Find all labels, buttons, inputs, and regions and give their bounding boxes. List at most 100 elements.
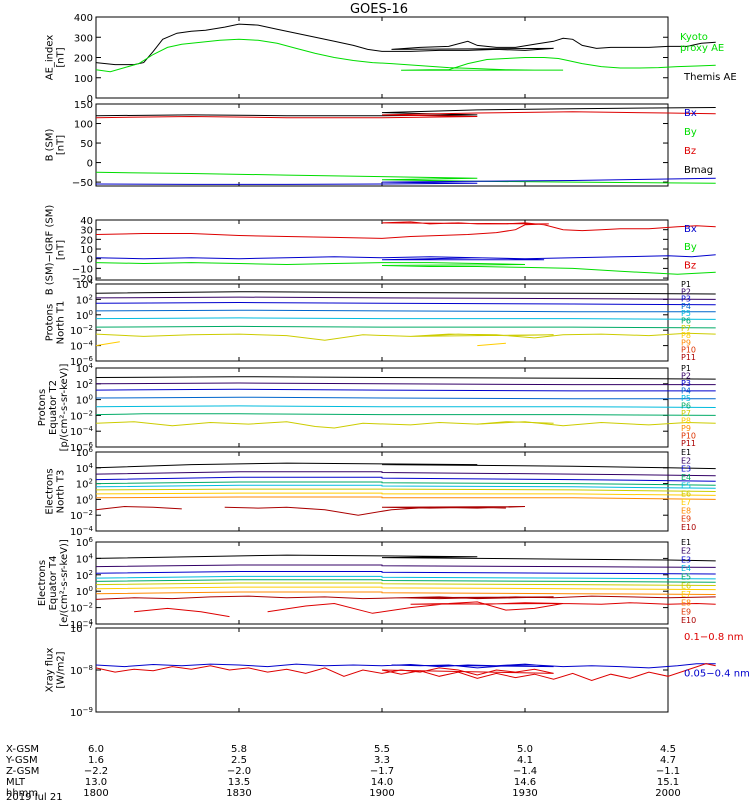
x-tick-label: 13.5 [228, 777, 250, 788]
y-axis-label-electrons_t4: Equator T4 [48, 556, 59, 611]
x-tick-label: 4.7 [660, 755, 676, 766]
y-axis-label-electrons_t3: Electrons [45, 468, 56, 514]
series-line-protons_t1-8 [477, 342, 506, 347]
legend-entry-ae: Themis AE [683, 72, 737, 83]
legend-entry-electrons_t4: E7 [681, 590, 691, 599]
y-tick-label-protons_t1: 10−4 [70, 340, 94, 353]
legend-entry-electrons_t4: E1 [681, 538, 691, 547]
y-tick-label-b_igrf: 10 [80, 245, 93, 256]
series-line-b_igrf-0 [95, 221, 716, 239]
series-line-protons_t2-5 [95, 413, 716, 416]
legend-entry-b_sm: By [684, 127, 697, 138]
legend-entry-b_igrf: Bz [684, 260, 696, 271]
series-line-electrons_t4-5 [95, 582, 716, 586]
legend-entry-xray: 0.1−0.8 nm [684, 632, 743, 643]
y-tick-label-b_igrf: 30 [80, 226, 93, 237]
y-tick-label-b_sm: 50 [80, 139, 93, 150]
legend-entry-protons_t2: P6 [681, 402, 691, 411]
series-line-protons_t1-4 [95, 317, 716, 320]
legend-entry-electrons_t3: E10 [681, 523, 696, 532]
y-tick-label-electrons_t3: 10−4 [70, 525, 94, 538]
y-tick-label-ae: 0 [87, 94, 93, 105]
series-line-electrons_t3-3 [95, 481, 716, 486]
legend-entry-protons_t1: P6 [681, 317, 691, 326]
panel-frame-ae [95, 16, 669, 99]
series-line-ae-1 [95, 38, 716, 73]
y-tick-label-b_sm: 150 [74, 100, 93, 111]
panel-frame-protons_t1 [95, 283, 669, 362]
legend-entry-protons_t2: P8 [681, 417, 691, 426]
series-line-xray-0 [95, 663, 716, 669]
y-tick-label-protons_t2: 10−2 [70, 409, 93, 422]
y-tick-label-electrons_t4: 104 [76, 552, 94, 565]
y-axis-label-electrons_t3: North T3 [56, 470, 67, 514]
chart-title: GOES-16 [350, 2, 408, 17]
series-line-protons_t2-0 [95, 376, 716, 380]
x-tick-label: −1.7 [370, 766, 394, 777]
legend-entry-b_sm: Bz [684, 146, 696, 157]
y-axis-label-b_igrf: B (SM)−IGRF (SM) [45, 205, 56, 296]
legend-entry-protons_t1: P9 [681, 338, 691, 347]
y-tick-label-ae: 300 [74, 33, 93, 44]
legend-entry-electrons_t3: E3 [681, 465, 691, 474]
y-tick-label-protons_t2: 10−4 [70, 425, 94, 438]
y-tick-label-xray: 10−9 [70, 706, 93, 719]
x-tick-label: 13.0 [85, 777, 107, 788]
series-line-electrons_t4-7 [95, 591, 716, 595]
legend-entry-ae: Kyoto [680, 32, 708, 43]
legend-entry-protons_t2: P1 [681, 364, 691, 373]
legend-entry-protons_t2: P4 [681, 387, 691, 396]
panel-frame-protons_t2 [95, 367, 669, 448]
x-tick-label: 14.0 [371, 777, 393, 788]
series-line-electrons_t3-8 [95, 505, 182, 511]
series-line-protons_t2-6 [95, 421, 554, 429]
series-line-electrons_t4-9 [134, 607, 230, 618]
legend-entry-protons_t1: P8 [681, 331, 691, 340]
legend-entry-protons_t2: P5 [681, 394, 691, 403]
x-tick-label: 14.6 [514, 777, 536, 788]
legend-entry-protons_t1: P1 [681, 280, 691, 289]
x-tick-label: −2.0 [227, 766, 251, 777]
series-line-b_igrf-2 [95, 262, 716, 275]
series-line-b_sm-2 [95, 171, 716, 184]
series-line-electrons_t4-4 [95, 579, 716, 583]
x-tick-label: 4.1 [517, 755, 533, 766]
legend-entry-protons_t1: P10 [681, 346, 696, 355]
legend-entry-protons_t1: P4 [681, 302, 691, 311]
y-tick-label-b_sm: 0 [87, 159, 93, 170]
legend-entry-protons_t2: P10 [681, 432, 696, 441]
y-tick-label-protons_t1: 100 [76, 309, 93, 322]
legend-entry-electrons_t3: E5 [681, 481, 691, 490]
legend-entry-protons_t1: P2 [681, 287, 691, 296]
legend-entry-protons_t1: P5 [681, 309, 691, 318]
series-line-electrons_t4-2 [95, 571, 716, 575]
legend-entry-electrons_t4: E10 [681, 616, 696, 625]
x-axis-row-label: X-GSM [6, 744, 39, 755]
legend-entry-b_igrf: By [684, 242, 697, 253]
y-axis-label-ae: [nT] [56, 47, 67, 67]
series-line-protons_t2-3 [95, 396, 716, 400]
y-tick-label-electrons_t4: 106 [76, 536, 94, 549]
y-tick-label-protons_t1: 104 [76, 278, 94, 291]
series-line-electrons_t3-2 [95, 476, 716, 482]
series-line-protons_t1-2 [95, 301, 716, 306]
legend-entry-electrons_t3: E9 [681, 515, 691, 524]
legend-entry-electrons_t4: E5 [681, 573, 691, 582]
x-tick-label: −1.4 [513, 766, 537, 777]
series-line-protons_t2-4 [95, 405, 716, 408]
x-axis-row-label: Z-GSM [6, 766, 39, 777]
legend-entry-electrons_t4: E8 [681, 599, 691, 608]
x-tick-label: 15.1 [657, 777, 679, 788]
x-tick-label: 2.5 [231, 755, 247, 766]
y-tick-label-electrons_t4: 10−2 [70, 602, 93, 615]
y-tick-label-electrons_t4: 100 [76, 585, 93, 598]
legend-entry-protons_t1: P11 [681, 353, 696, 362]
y-tick-label-ae: 100 [74, 74, 93, 85]
legend-entry-b_sm: Bx [684, 108, 697, 119]
x-tick-label: 1800 [83, 788, 108, 799]
x-tick-label: 5.0 [517, 744, 533, 755]
y-axis-label-protons_t2: Protons [37, 389, 48, 426]
y-tick-label-ae: 200 [74, 54, 93, 65]
legend-entry-electrons_t3: E2 [681, 456, 691, 465]
legend-entry-protons_t2: P11 [681, 439, 696, 448]
